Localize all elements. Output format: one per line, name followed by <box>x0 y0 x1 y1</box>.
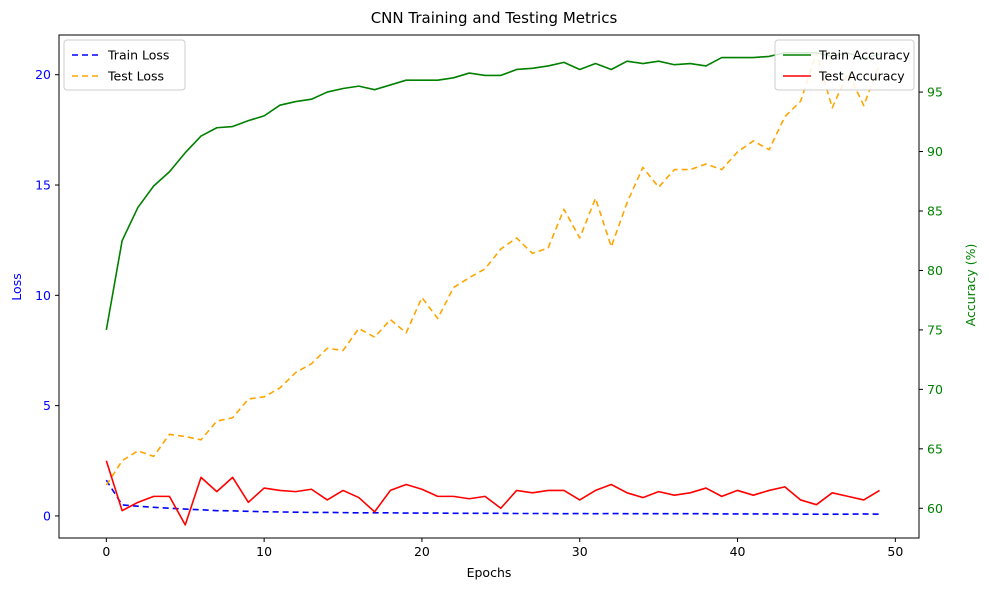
legend-box <box>774 39 915 91</box>
chart-title: CNN Training and Testing Metrics <box>371 9 618 27</box>
x-tick-label: 30 <box>572 544 588 559</box>
right-tick-label: 90 <box>927 144 943 159</box>
legend-label: Train Loss <box>107 48 169 63</box>
legend-label: Train Accuracy <box>818 48 911 63</box>
left-axis-ticks: 0 5 10 15 20 <box>35 67 59 523</box>
right-axis-ticks: 60 65 70 75 80 85 90 95 <box>919 85 943 516</box>
series-layer <box>105 51 881 526</box>
legend-box <box>63 39 186 91</box>
x-axis-ticks: 0 10 20 30 40 50 <box>102 538 903 559</box>
left-tick-label: 20 <box>35 67 51 82</box>
x-tick-label: 50 <box>887 544 903 559</box>
x-tick-label: 0 <box>102 544 110 559</box>
right-tick-label: 70 <box>927 382 943 397</box>
plot-frame <box>58 34 920 539</box>
right-axis-label: Accuracy (%) <box>963 244 978 327</box>
right-tick-label: 60 <box>927 501 943 516</box>
right-tick-label: 75 <box>927 322 943 337</box>
left-tick-label: 15 <box>35 178 51 193</box>
right-tick-label: 80 <box>927 263 943 278</box>
x-tick-label: 20 <box>414 544 430 559</box>
legend-label: Test Loss <box>107 69 164 84</box>
left-tick-label: 5 <box>43 398 51 413</box>
right-tick-label: 85 <box>927 203 943 218</box>
legend-right: Train Accuracy Test Accuracy <box>774 39 915 91</box>
legend-left: Train Loss Test Loss <box>63 39 186 91</box>
right-tick-label: 65 <box>927 441 943 456</box>
test-accuracy-line <box>105 460 880 526</box>
x-tick-label: 10 <box>256 544 272 559</box>
left-tick-label: 10 <box>35 288 51 303</box>
left-axis-label: Loss <box>9 273 24 300</box>
right-tick-label: 95 <box>927 85 943 100</box>
x-axis-label: Epochs <box>467 565 512 580</box>
x-tick-label: 40 <box>730 544 746 559</box>
train-loss-line <box>105 479 880 515</box>
legend-label: Test Accuracy <box>818 69 905 84</box>
left-tick-label: 0 <box>43 508 51 523</box>
test-loss-line <box>105 51 881 486</box>
train-accuracy-line <box>105 52 880 331</box>
